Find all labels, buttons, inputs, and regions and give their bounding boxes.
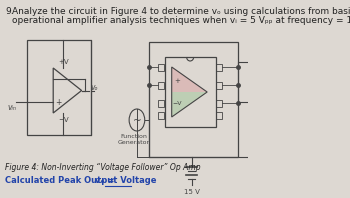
- Bar: [149, 42, 238, 157]
- Text: ~: ~: [133, 116, 141, 126]
- Text: 15 V: 15 V: [184, 189, 199, 195]
- Bar: [216, 64, 222, 70]
- Text: Function: Function: [121, 134, 148, 139]
- Bar: [158, 64, 164, 70]
- Text: −V: −V: [58, 117, 69, 123]
- Polygon shape: [172, 92, 207, 117]
- Bar: [158, 82, 164, 89]
- Text: +: +: [174, 78, 180, 84]
- Text: +V: +V: [58, 59, 69, 65]
- Text: −V: −V: [173, 101, 182, 106]
- Text: Analyze the circuit in Figure 4 to determine vₒ using calculations from basic: Analyze the circuit in Figure 4 to deter…: [12, 7, 350, 16]
- Bar: [27, 40, 91, 135]
- Text: operational amplifier analysis techniques when vᵢ = 5 Vₚₚ at frequency = 1kHz.: operational amplifier analysis technique…: [12, 16, 350, 25]
- Polygon shape: [172, 67, 207, 92]
- Bar: [158, 100, 164, 107]
- Text: 9.: 9.: [5, 7, 14, 16]
- Text: Generator: Generator: [118, 140, 150, 145]
- Bar: [216, 111, 222, 118]
- Bar: [164, 57, 216, 127]
- Text: Calculated Peak Output Voltage: Calculated Peak Output Voltage: [5, 176, 156, 185]
- Bar: [216, 82, 222, 89]
- Text: Figure 4: Non-Inverting “Voltage Follower” Op Amp: Figure 4: Non-Inverting “Voltage Followe…: [5, 163, 201, 172]
- Text: vₒ =: vₒ =: [92, 176, 114, 185]
- Bar: [238, 62, 251, 102]
- Text: vₒ: vₒ: [90, 83, 98, 92]
- Bar: [216, 100, 222, 107]
- Bar: [158, 111, 164, 118]
- Text: −: −: [55, 74, 62, 84]
- Text: +: +: [55, 97, 61, 107]
- Text: vᵢₙ: vᵢₙ: [7, 103, 16, 111]
